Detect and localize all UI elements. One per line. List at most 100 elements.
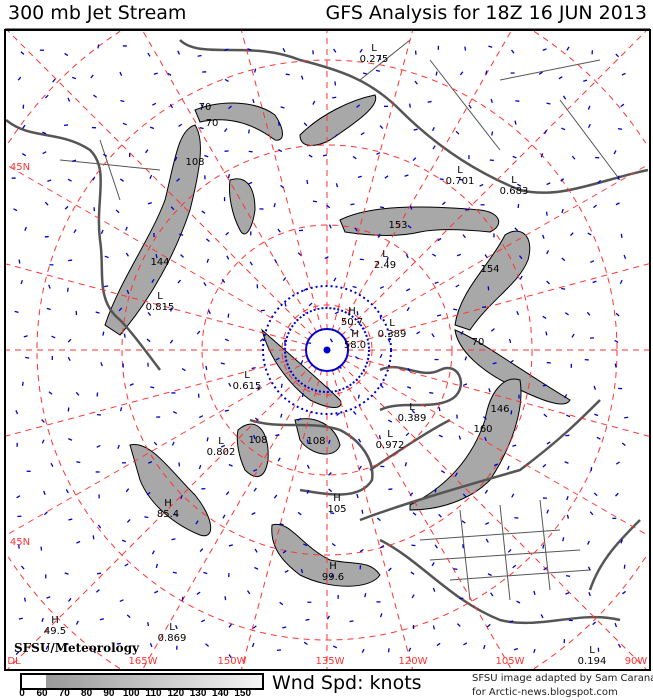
wind-barb — [200, 619, 206, 623]
height-contour-middle — [284, 307, 370, 393]
longitude-line — [7, 363, 314, 669]
wind-barb — [118, 307, 123, 312]
wind-barb — [350, 328, 355, 332]
wind-barb — [117, 444, 120, 449]
wind-barb — [617, 643, 622, 648]
longitude-line — [241, 369, 323, 669]
wind-barb — [617, 175, 620, 180]
wind-barb — [432, 253, 437, 257]
wind-barb — [68, 438, 73, 441]
legend-tick: 130 — [189, 688, 207, 699]
wind-barb — [129, 383, 134, 386]
wind-barb — [488, 45, 493, 48]
wind-barb — [587, 105, 591, 110]
legend-tick: 0 — [19, 688, 25, 699]
wind-barb — [151, 278, 155, 283]
jet-max-label: 108 — [185, 157, 204, 168]
wind-barb — [416, 331, 421, 335]
wind-barb — [65, 489, 69, 494]
wind-barb — [566, 514, 570, 519]
wind-barb — [300, 75, 304, 80]
wind-barb — [115, 209, 120, 214]
wind-barb — [251, 642, 255, 648]
wind-barb — [301, 393, 304, 398]
wind-barb — [93, 649, 96, 654]
wind-barb — [18, 259, 21, 264]
wind-barb — [175, 624, 178, 630]
wind-barb — [586, 540, 590, 545]
wind-barb — [312, 200, 318, 203]
wind-barb — [72, 159, 77, 162]
wind-barb — [181, 367, 186, 372]
wind-barb — [491, 131, 494, 136]
wind-barb — [306, 489, 310, 494]
wind-barb — [150, 386, 155, 389]
chart-subtitle: GFS Analysis for 18Z 16 JUN 2013 — [325, 2, 647, 24]
wind-barb — [614, 339, 619, 343]
longitude-line — [6, 354, 308, 437]
wind-barb — [434, 488, 437, 493]
wind-barb — [481, 306, 487, 309]
wind-barb — [119, 178, 124, 182]
wind-barb — [358, 465, 362, 470]
wind-barb — [459, 71, 464, 76]
jet-max-label: 144 — [150, 257, 169, 268]
wind-barb — [432, 145, 436, 150]
wind-barb — [45, 645, 49, 650]
wind-barb — [596, 436, 601, 440]
longitude-line — [336, 31, 512, 333]
wind-barb — [540, 614, 544, 619]
wind-barb — [282, 626, 287, 629]
wind-barb — [149, 126, 155, 130]
wind-barb — [560, 178, 565, 182]
wind-barb — [328, 472, 332, 476]
wind-barb — [511, 493, 515, 498]
longitude-line — [346, 263, 649, 346]
wind-barb — [312, 100, 316, 105]
wind-barb — [68, 259, 73, 262]
legend-tick: 70 — [58, 688, 70, 699]
wind-barb — [558, 76, 563, 80]
wind-barb — [438, 434, 443, 438]
wind-barb — [545, 331, 548, 336]
wind-barb — [153, 72, 158, 75]
wind-barb — [436, 642, 441, 647]
latitude-circle — [7, 31, 647, 669]
wind-barb — [379, 125, 384, 129]
wind-barb — [254, 566, 259, 570]
coastline-asia — [6, 119, 161, 371]
wind-barb — [566, 496, 569, 501]
wind-barb — [180, 494, 183, 500]
wind-barb — [147, 312, 152, 316]
wind-barb — [408, 647, 412, 652]
wind-barb — [125, 226, 128, 231]
wind-barb — [67, 97, 71, 102]
wind-barb — [102, 331, 105, 336]
coastline-arctic-eurasia — [179, 39, 649, 194]
wind-barb — [151, 550, 155, 555]
wind-barb — [170, 307, 172, 312]
wind-barb — [273, 494, 278, 499]
pressure-center-type: H — [329, 561, 337, 572]
wind-barb — [195, 520, 199, 525]
wind-barb — [119, 407, 123, 412]
wind-barb — [485, 538, 489, 543]
wind-barb — [254, 68, 257, 73]
wind-barb — [126, 614, 131, 619]
wind-barb — [515, 100, 520, 102]
wind-barb — [95, 311, 100, 314]
longitude-line — [344, 359, 649, 537]
wind-barb — [540, 153, 544, 158]
wind-barb — [543, 129, 548, 135]
wind-barb — [52, 78, 56, 83]
wind-barb — [207, 310, 211, 315]
wind-barb — [546, 441, 551, 445]
wind-barb — [336, 412, 341, 417]
wind-barb — [458, 178, 464, 181]
longitude-line — [241, 31, 323, 331]
wind-barb — [484, 489, 489, 494]
wind-barb — [228, 105, 232, 110]
wind-barb — [593, 385, 597, 390]
jet-band-greenland — [454, 329, 571, 405]
wind-barb — [23, 335, 28, 338]
